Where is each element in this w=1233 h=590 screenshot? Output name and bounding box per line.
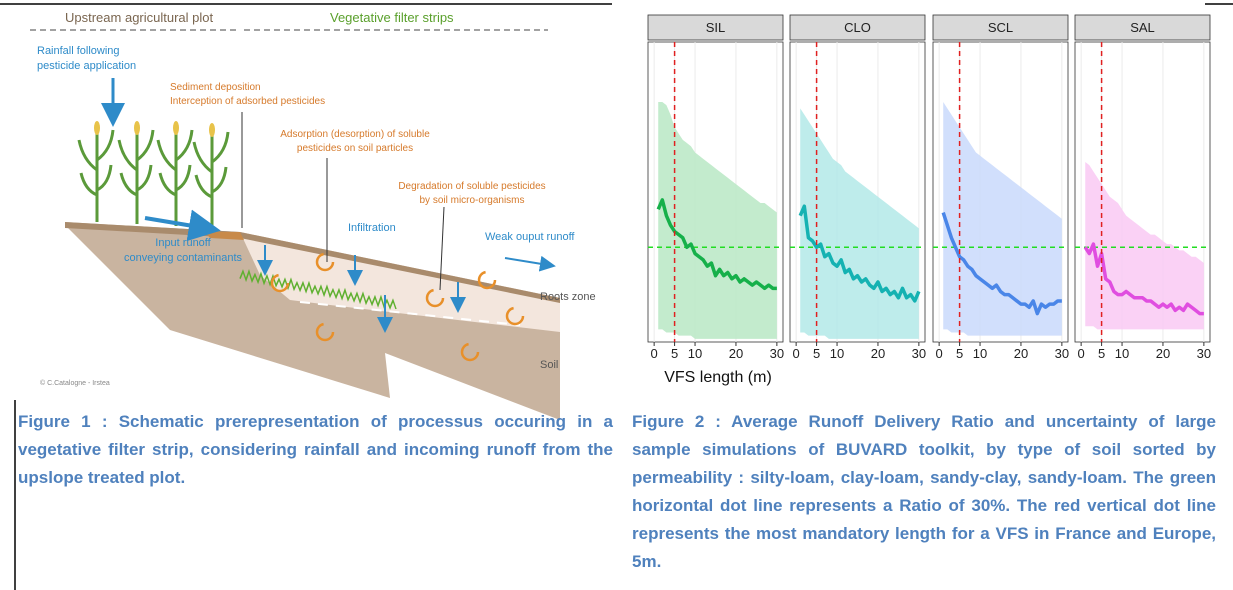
x-tick-label: 0 bbox=[651, 346, 658, 361]
mean-line bbox=[656, 198, 777, 291]
label: Infiltration bbox=[348, 222, 396, 234]
crops bbox=[77, 129, 230, 228]
mean-line bbox=[941, 211, 1062, 316]
crop-heads bbox=[94, 121, 215, 137]
uncertainty-band bbox=[943, 102, 1062, 336]
label: conveying contaminants bbox=[124, 252, 243, 264]
x-tick-label: 0 bbox=[1078, 346, 1085, 361]
x-tick-label: 10 bbox=[973, 346, 987, 361]
strip-label: SCL bbox=[988, 20, 1013, 35]
x-tick-label: 0 bbox=[936, 346, 943, 361]
figure1-caption: Figure 1 : Schematic prerepresentation o… bbox=[18, 412, 613, 487]
x-tick-label: 30 bbox=[1055, 346, 1069, 361]
x-tick-label: 20 bbox=[1156, 346, 1170, 361]
mean-line bbox=[798, 204, 921, 303]
arrows bbox=[101, 78, 556, 333]
x-tick-label: 30 bbox=[1197, 346, 1211, 361]
x-tick-label: 0 bbox=[793, 346, 800, 361]
label: Adsorption (desorption) of soluble bbox=[280, 129, 430, 140]
surface bbox=[65, 222, 560, 303]
strip-label: CLO bbox=[844, 20, 871, 35]
uncertainty-band bbox=[800, 108, 919, 339]
grass bbox=[239, 269, 397, 310]
credit: © C.Catalogne - Irstea bbox=[40, 379, 110, 387]
strip-label: SIL bbox=[706, 20, 726, 35]
x-tick-label: 10 bbox=[1115, 346, 1129, 361]
label: Weak ouput runoff bbox=[485, 231, 575, 243]
uncertainty-band bbox=[1085, 162, 1204, 330]
x-axis-title: VFS length (m) bbox=[664, 369, 772, 386]
figure2-caption: Figure 2 : Average Runoff Delivery Ratio… bbox=[632, 412, 1216, 571]
leaders bbox=[241, 112, 445, 291]
strip bbox=[789, 14, 926, 41]
strip bbox=[1074, 14, 1211, 41]
label: pesticides on soil particles bbox=[297, 143, 413, 154]
figure1-diagram: Upstream agricultural plot Vegetative fi… bbox=[30, 10, 596, 420]
x-tick-label: 5 bbox=[671, 346, 678, 361]
x-tick-label: 10 bbox=[688, 346, 702, 361]
header: Vegetative filter strips bbox=[330, 10, 454, 25]
strip bbox=[932, 14, 1069, 41]
strip bbox=[647, 14, 784, 41]
x-tick-label: 20 bbox=[871, 346, 885, 361]
label: Sediment deposition bbox=[170, 82, 261, 93]
cycles bbox=[270, 252, 525, 362]
label: Soil bbox=[540, 359, 558, 371]
mean-line bbox=[1083, 242, 1204, 316]
x-tick-label: 20 bbox=[1014, 346, 1028, 361]
roots-line bbox=[299, 301, 521, 326]
header: Upstream agricultural plot bbox=[65, 10, 214, 25]
label: by soil micro-organisms bbox=[419, 195, 524, 206]
label: Rainfall following bbox=[37, 45, 120, 57]
label: Interception of adsorbed pesticides bbox=[170, 96, 325, 107]
x-tick-label: 5 bbox=[956, 346, 963, 361]
x-tick-label: 20 bbox=[729, 346, 743, 361]
x-tick-label: 5 bbox=[1098, 346, 1105, 361]
soil bbox=[65, 222, 560, 420]
strip-label: SAL bbox=[1130, 20, 1155, 35]
label: Roots zone bbox=[540, 291, 596, 303]
x-tick-label: 10 bbox=[830, 346, 844, 361]
x-tick-label: 30 bbox=[912, 346, 926, 361]
label: pesticide application bbox=[37, 60, 136, 72]
x-tick-label: 5 bbox=[813, 346, 820, 361]
label: Degradation of soluble pesticides bbox=[398, 181, 545, 192]
x-tick-label: 30 bbox=[770, 346, 784, 361]
label: Input runoff bbox=[155, 237, 211, 249]
